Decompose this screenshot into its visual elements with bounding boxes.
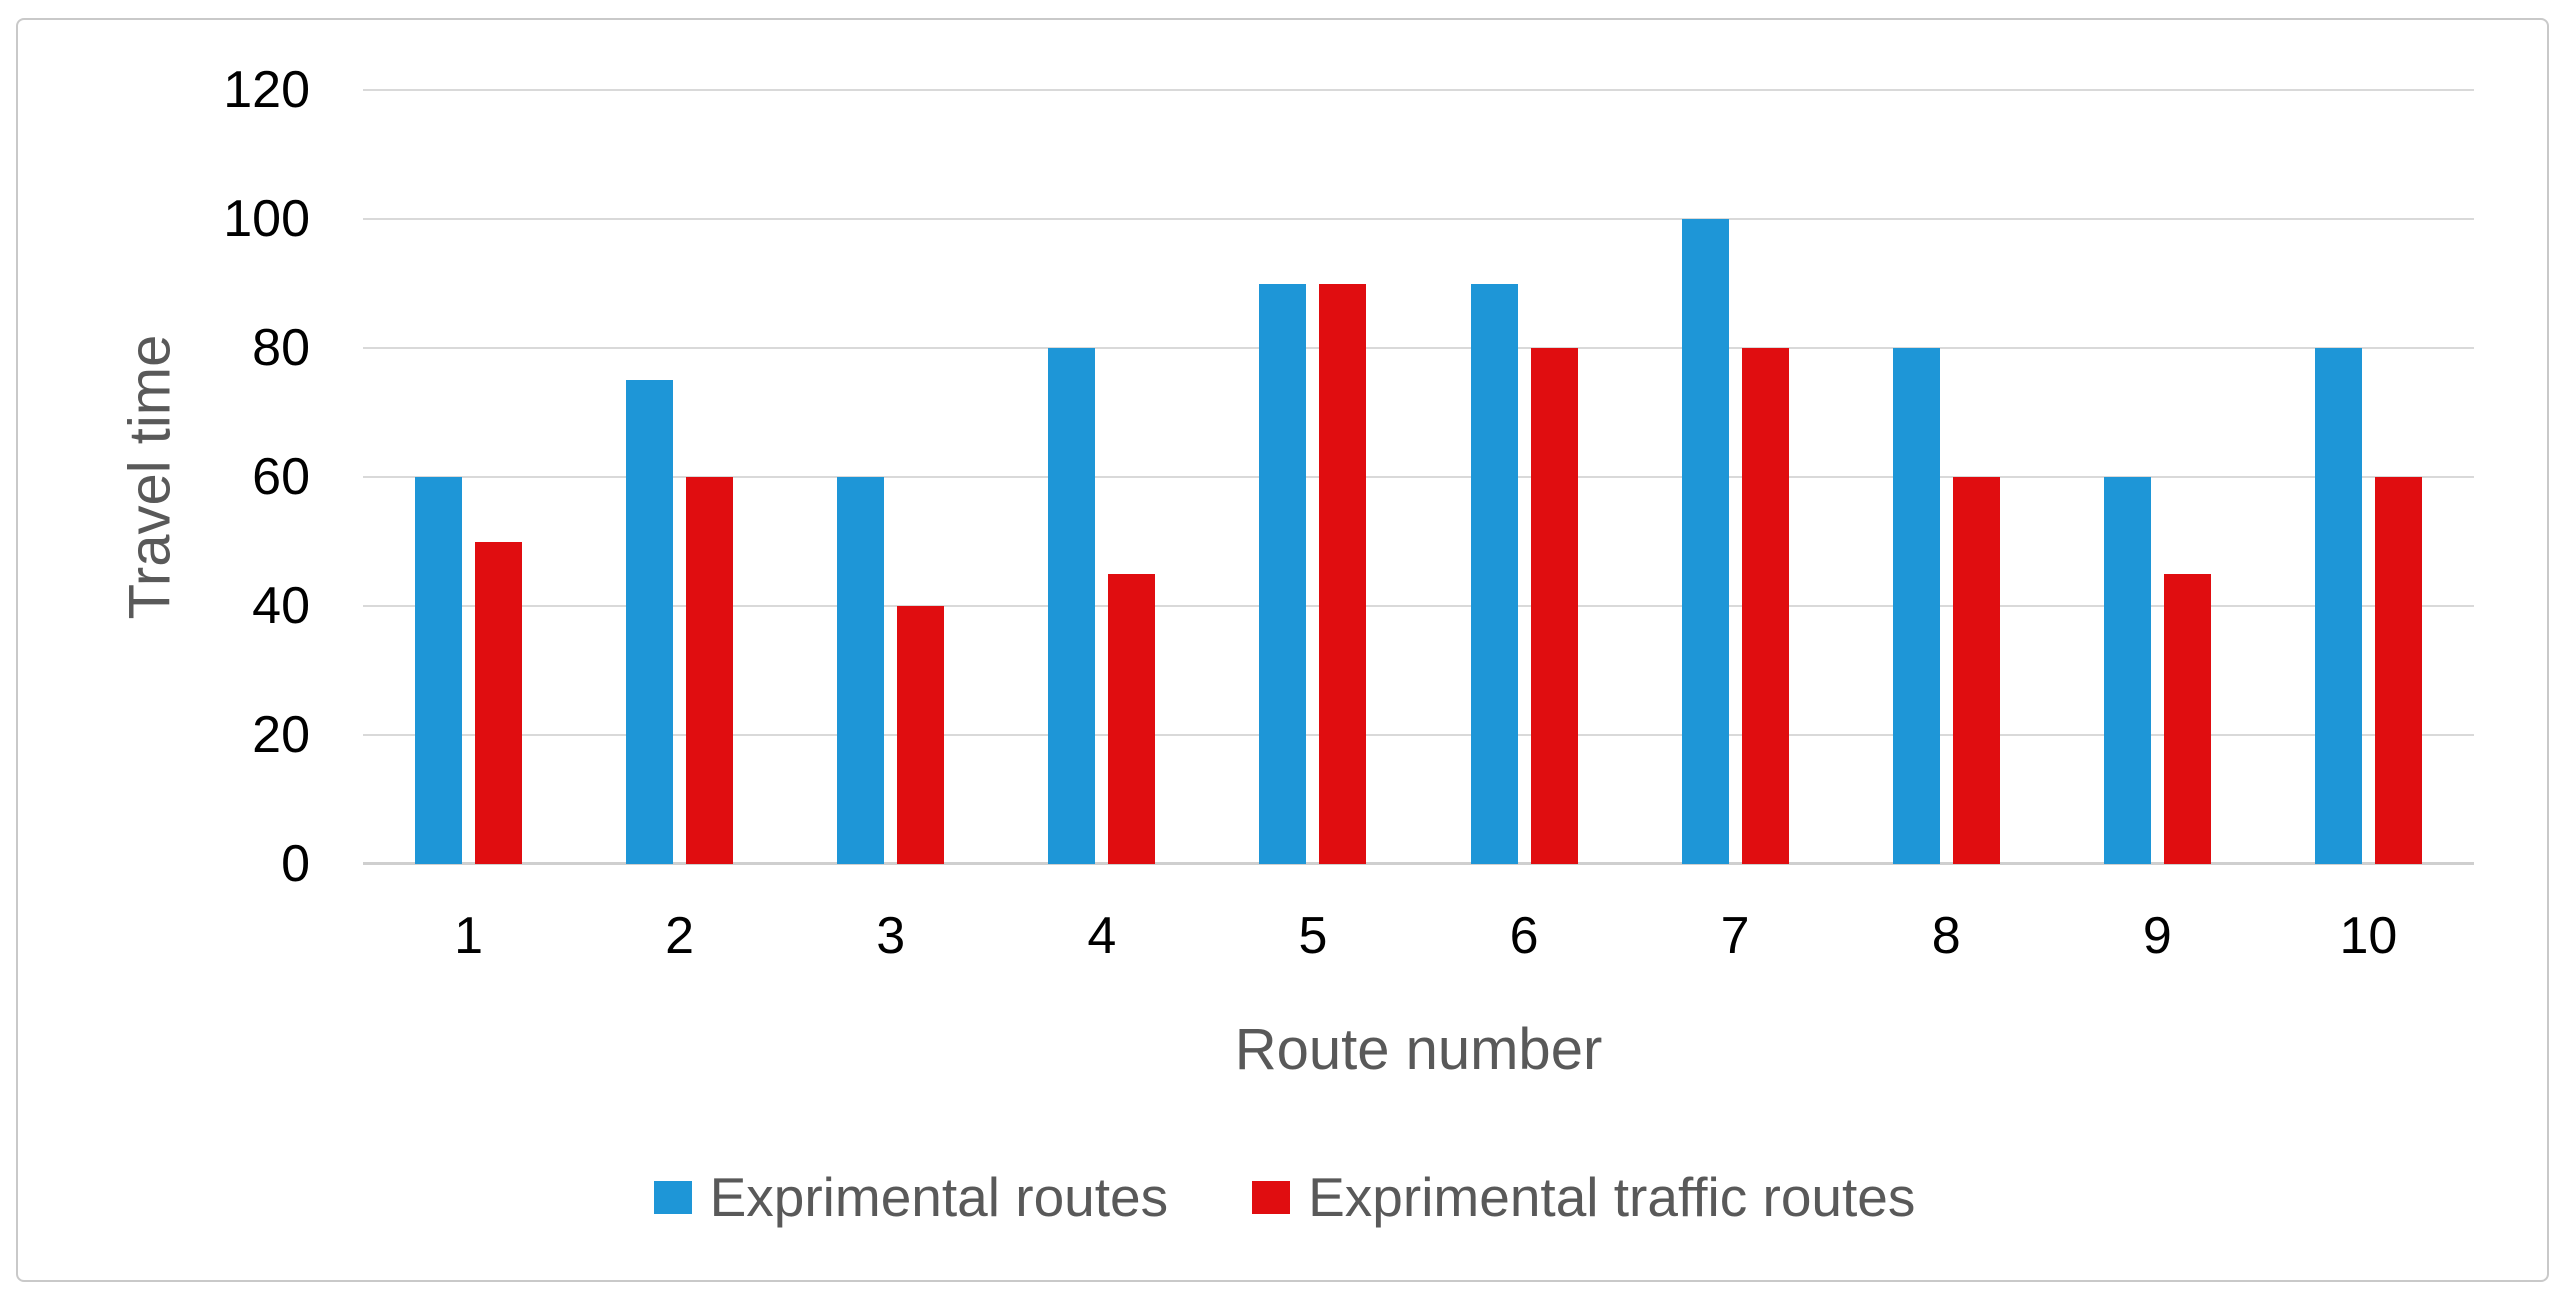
x-tick-label-3: 3 bbox=[876, 907, 906, 965]
bar-series2-route-1 bbox=[475, 541, 523, 864]
legend-label-exprimental-traffic-routes: Exprimental traffic routes bbox=[1308, 1166, 1916, 1228]
legend-label-exprimental-routes: Exprimental routes bbox=[709, 1166, 1169, 1228]
x-tick-label-4: 4 bbox=[1087, 907, 1117, 965]
bar-series2-route-2 bbox=[686, 477, 734, 864]
bar-series1-route-2 bbox=[626, 380, 674, 864]
y-axis-title: Travel time bbox=[117, 334, 183, 620]
x-tick-label-1: 1 bbox=[454, 907, 483, 965]
bar-series1-route-5 bbox=[1259, 283, 1307, 864]
y-tick-label-120: 120 bbox=[223, 61, 310, 119]
gridline-y-80 bbox=[363, 347, 2474, 349]
bar-series1-route-9 bbox=[2103, 477, 2151, 864]
y-tick-label-80: 80 bbox=[252, 319, 310, 377]
bar-series1-route-4 bbox=[1048, 348, 1096, 864]
y-tick-label-0: 0 bbox=[281, 835, 310, 893]
bar-series2-route-10 bbox=[2374, 477, 2422, 864]
x-tick-label-6: 6 bbox=[1509, 907, 1539, 965]
gridline-y-40 bbox=[363, 605, 2474, 607]
x-tick-label-2: 2 bbox=[665, 907, 695, 965]
gridline-y-20 bbox=[363, 734, 2474, 736]
bar-series1-route-8 bbox=[1892, 348, 1940, 864]
legend-item-exprimental-routes: Exprimental routes bbox=[653, 1165, 1169, 1229]
x-tick-label-9: 9 bbox=[2142, 907, 2172, 965]
bar-series2-route-3 bbox=[897, 606, 945, 864]
y-tick-label-60: 60 bbox=[252, 448, 310, 506]
bar-series2-route-8 bbox=[1952, 477, 2000, 864]
x-axis-line bbox=[363, 862, 2474, 865]
x-tick-label-8: 8 bbox=[1931, 907, 1961, 965]
y-tick-label-40: 40 bbox=[252, 577, 310, 635]
gridline-y-60 bbox=[363, 476, 2474, 478]
legend-swatch-blue-icon bbox=[653, 1180, 692, 1214]
y-tick-label-20: 20 bbox=[252, 706, 310, 764]
x-tick-label-5: 5 bbox=[1298, 907, 1328, 965]
x-tick-label-7: 7 bbox=[1720, 907, 1750, 965]
legend-swatch-red-icon bbox=[1252, 1180, 1291, 1214]
legend-item-exprimental-traffic-routes: Exprimental traffic routes bbox=[1252, 1165, 1915, 1229]
bar-series2-route-7 bbox=[1741, 348, 1789, 864]
bar-series1-route-1 bbox=[415, 477, 463, 864]
bar-series1-route-3 bbox=[837, 477, 885, 864]
y-tick-label-100: 100 bbox=[223, 190, 310, 248]
gridline-y-100 bbox=[363, 218, 2474, 220]
bar-series2-route-6 bbox=[1530, 348, 1578, 864]
bar-series2-route-4 bbox=[1108, 573, 1156, 864]
bar-series2-route-9 bbox=[2163, 573, 2211, 864]
x-axis-title: Route number bbox=[1234, 1017, 1603, 1082]
bar-series1-route-10 bbox=[2314, 348, 2362, 864]
bar-series1-route-6 bbox=[1470, 283, 1518, 864]
bar-series2-route-5 bbox=[1319, 283, 1367, 864]
chart-frame bbox=[16, 18, 2549, 1282]
legend: Exprimental routes Exprimental traffic r… bbox=[0, 1152, 2569, 1242]
bar-series1-route-7 bbox=[1681, 219, 1729, 864]
x-tick-label-10: 10 bbox=[2339, 907, 2398, 965]
gridline-y-120 bbox=[363, 89, 2474, 91]
